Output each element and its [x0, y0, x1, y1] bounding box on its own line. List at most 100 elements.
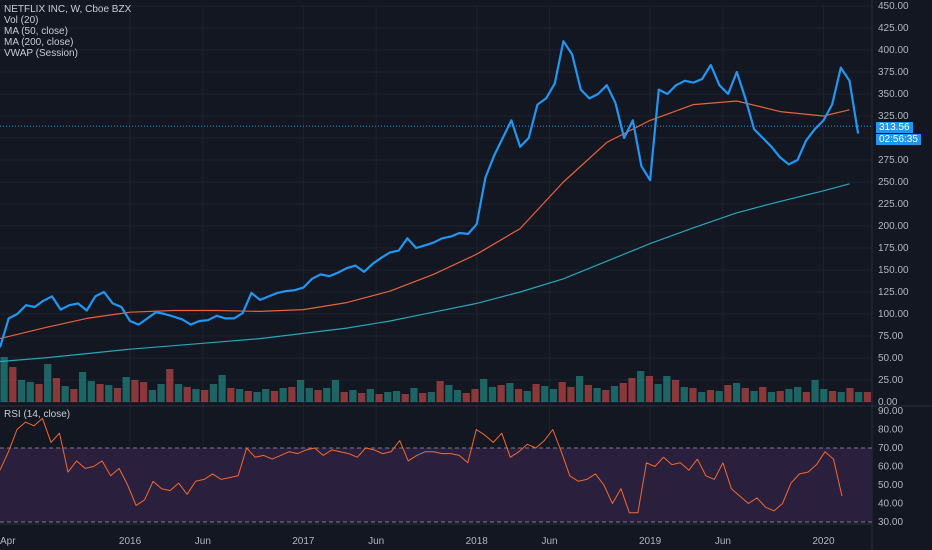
ma50-line — [0, 100, 850, 340]
volume-bar — [427, 392, 435, 402]
legend-vol[interactable]: Vol (20) — [4, 15, 39, 26]
price-tick-label: 225.00 — [878, 199, 909, 210]
volume-bar — [253, 392, 261, 402]
time-tick-label: Jun — [715, 536, 731, 547]
price-tick-label: 400.00 — [878, 45, 909, 56]
volume-bar — [488, 387, 497, 402]
price-tick-label: 250.00 — [878, 177, 909, 188]
volume-bar — [654, 384, 662, 402]
volume-bar — [410, 388, 418, 402]
price-tick-label: 325.00 — [878, 111, 909, 122]
volume-bar — [262, 389, 270, 402]
volume-bar — [279, 388, 287, 402]
time-tick-label: 2016 — [119, 536, 142, 547]
volume-bar — [689, 388, 697, 402]
volume-bar — [436, 381, 444, 402]
time-tick-label: Jun — [368, 536, 384, 547]
volume-bar — [244, 391, 252, 402]
volume-bar — [375, 394, 383, 402]
volume-bar — [157, 384, 165, 402]
legend-ma200[interactable]: MA (200, close) — [4, 37, 74, 48]
volume-bar — [453, 390, 462, 402]
volume-bar — [419, 393, 427, 402]
price-tick-label: 200.00 — [878, 221, 909, 232]
volume-bar — [209, 384, 217, 402]
volume-bar — [270, 391, 279, 402]
volume-bar — [811, 380, 819, 402]
volume-bar — [628, 378, 636, 402]
volume-bar — [541, 386, 549, 402]
volume-bar — [776, 391, 784, 402]
volume-bar — [366, 389, 374, 402]
volume-bar — [576, 376, 584, 402]
time-tick-label: 2020 — [812, 536, 835, 547]
volume-bar — [227, 388, 235, 402]
volume-bar — [680, 387, 688, 402]
volume-bar — [637, 371, 645, 402]
volume-bar — [671, 380, 680, 402]
volume-bar — [471, 389, 479, 402]
volume-bar — [323, 388, 331, 402]
volume-bar — [26, 382, 34, 402]
volume-bar — [619, 383, 627, 402]
volume-bar — [828, 391, 837, 402]
price-tick-label: 150.00 — [878, 265, 909, 276]
legend-vwap[interactable]: VWAP (Session) — [4, 48, 78, 59]
volume-bar — [384, 392, 392, 402]
volume-bar — [767, 392, 776, 402]
volume-bar — [140, 382, 148, 402]
volume-bar — [837, 392, 845, 402]
volume-bar — [462, 393, 470, 402]
volume-bar — [855, 392, 863, 402]
volume-bar — [610, 386, 619, 402]
volume-bar — [113, 388, 122, 402]
volume-bar — [549, 389, 558, 402]
volume-bar — [715, 391, 723, 402]
price-tick-label: 0.00 — [878, 397, 898, 408]
volume-bar — [349, 390, 357, 402]
price-tick-label: 425.00 — [878, 23, 909, 34]
volume-bar — [166, 369, 174, 402]
rsi-line — [0, 417, 843, 514]
volume-bar — [759, 387, 767, 402]
rsi-tick-label: 90.00 — [878, 406, 903, 417]
volume-bar — [17, 380, 26, 402]
rsi-legend[interactable]: RSI (14, close) — [4, 409, 71, 420]
volume-bar — [567, 387, 575, 402]
volume-bar — [584, 385, 592, 402]
time-tick-label: 2019 — [639, 536, 662, 547]
volume-bar — [148, 390, 156, 402]
volume-bar — [820, 389, 828, 402]
volume-bar — [183, 387, 191, 402]
volume-bar — [480, 379, 488, 402]
volume-bar — [174, 384, 183, 402]
volume-bar — [846, 388, 854, 402]
time-tick-label: 2018 — [466, 536, 489, 547]
price-tick-label: 375.00 — [878, 67, 909, 78]
volume-bar — [593, 388, 601, 402]
volume-bar — [663, 376, 671, 402]
volume-bar — [105, 385, 113, 402]
volume-bar — [706, 390, 715, 402]
rsi-band — [0, 448, 872, 522]
volume-bar — [645, 376, 653, 402]
volume-bar — [0, 357, 8, 402]
volume-bar — [288, 387, 296, 402]
volume-bar — [401, 394, 409, 402]
volume-bar — [296, 380, 305, 402]
volume-bar — [87, 381, 95, 402]
volume-bar — [741, 388, 749, 402]
price-tick-label: 125.00 — [878, 287, 909, 298]
price-line — [0, 40, 860, 348]
rsi-tick-label: 70.00 — [878, 443, 903, 454]
volume-bar — [802, 392, 810, 402]
volume-bar — [192, 389, 200, 402]
volume-bar — [305, 388, 313, 402]
volume-bar — [750, 391, 758, 402]
legend-symbol[interactable]: NETFLIX INC, W, Cboe BZX — [4, 4, 132, 15]
volume-bar — [532, 384, 540, 402]
volume-bar — [96, 384, 104, 402]
legend-ma50[interactable]: MA (50, close) — [4, 26, 68, 37]
rsi-tick-label: 40.00 — [878, 499, 903, 510]
